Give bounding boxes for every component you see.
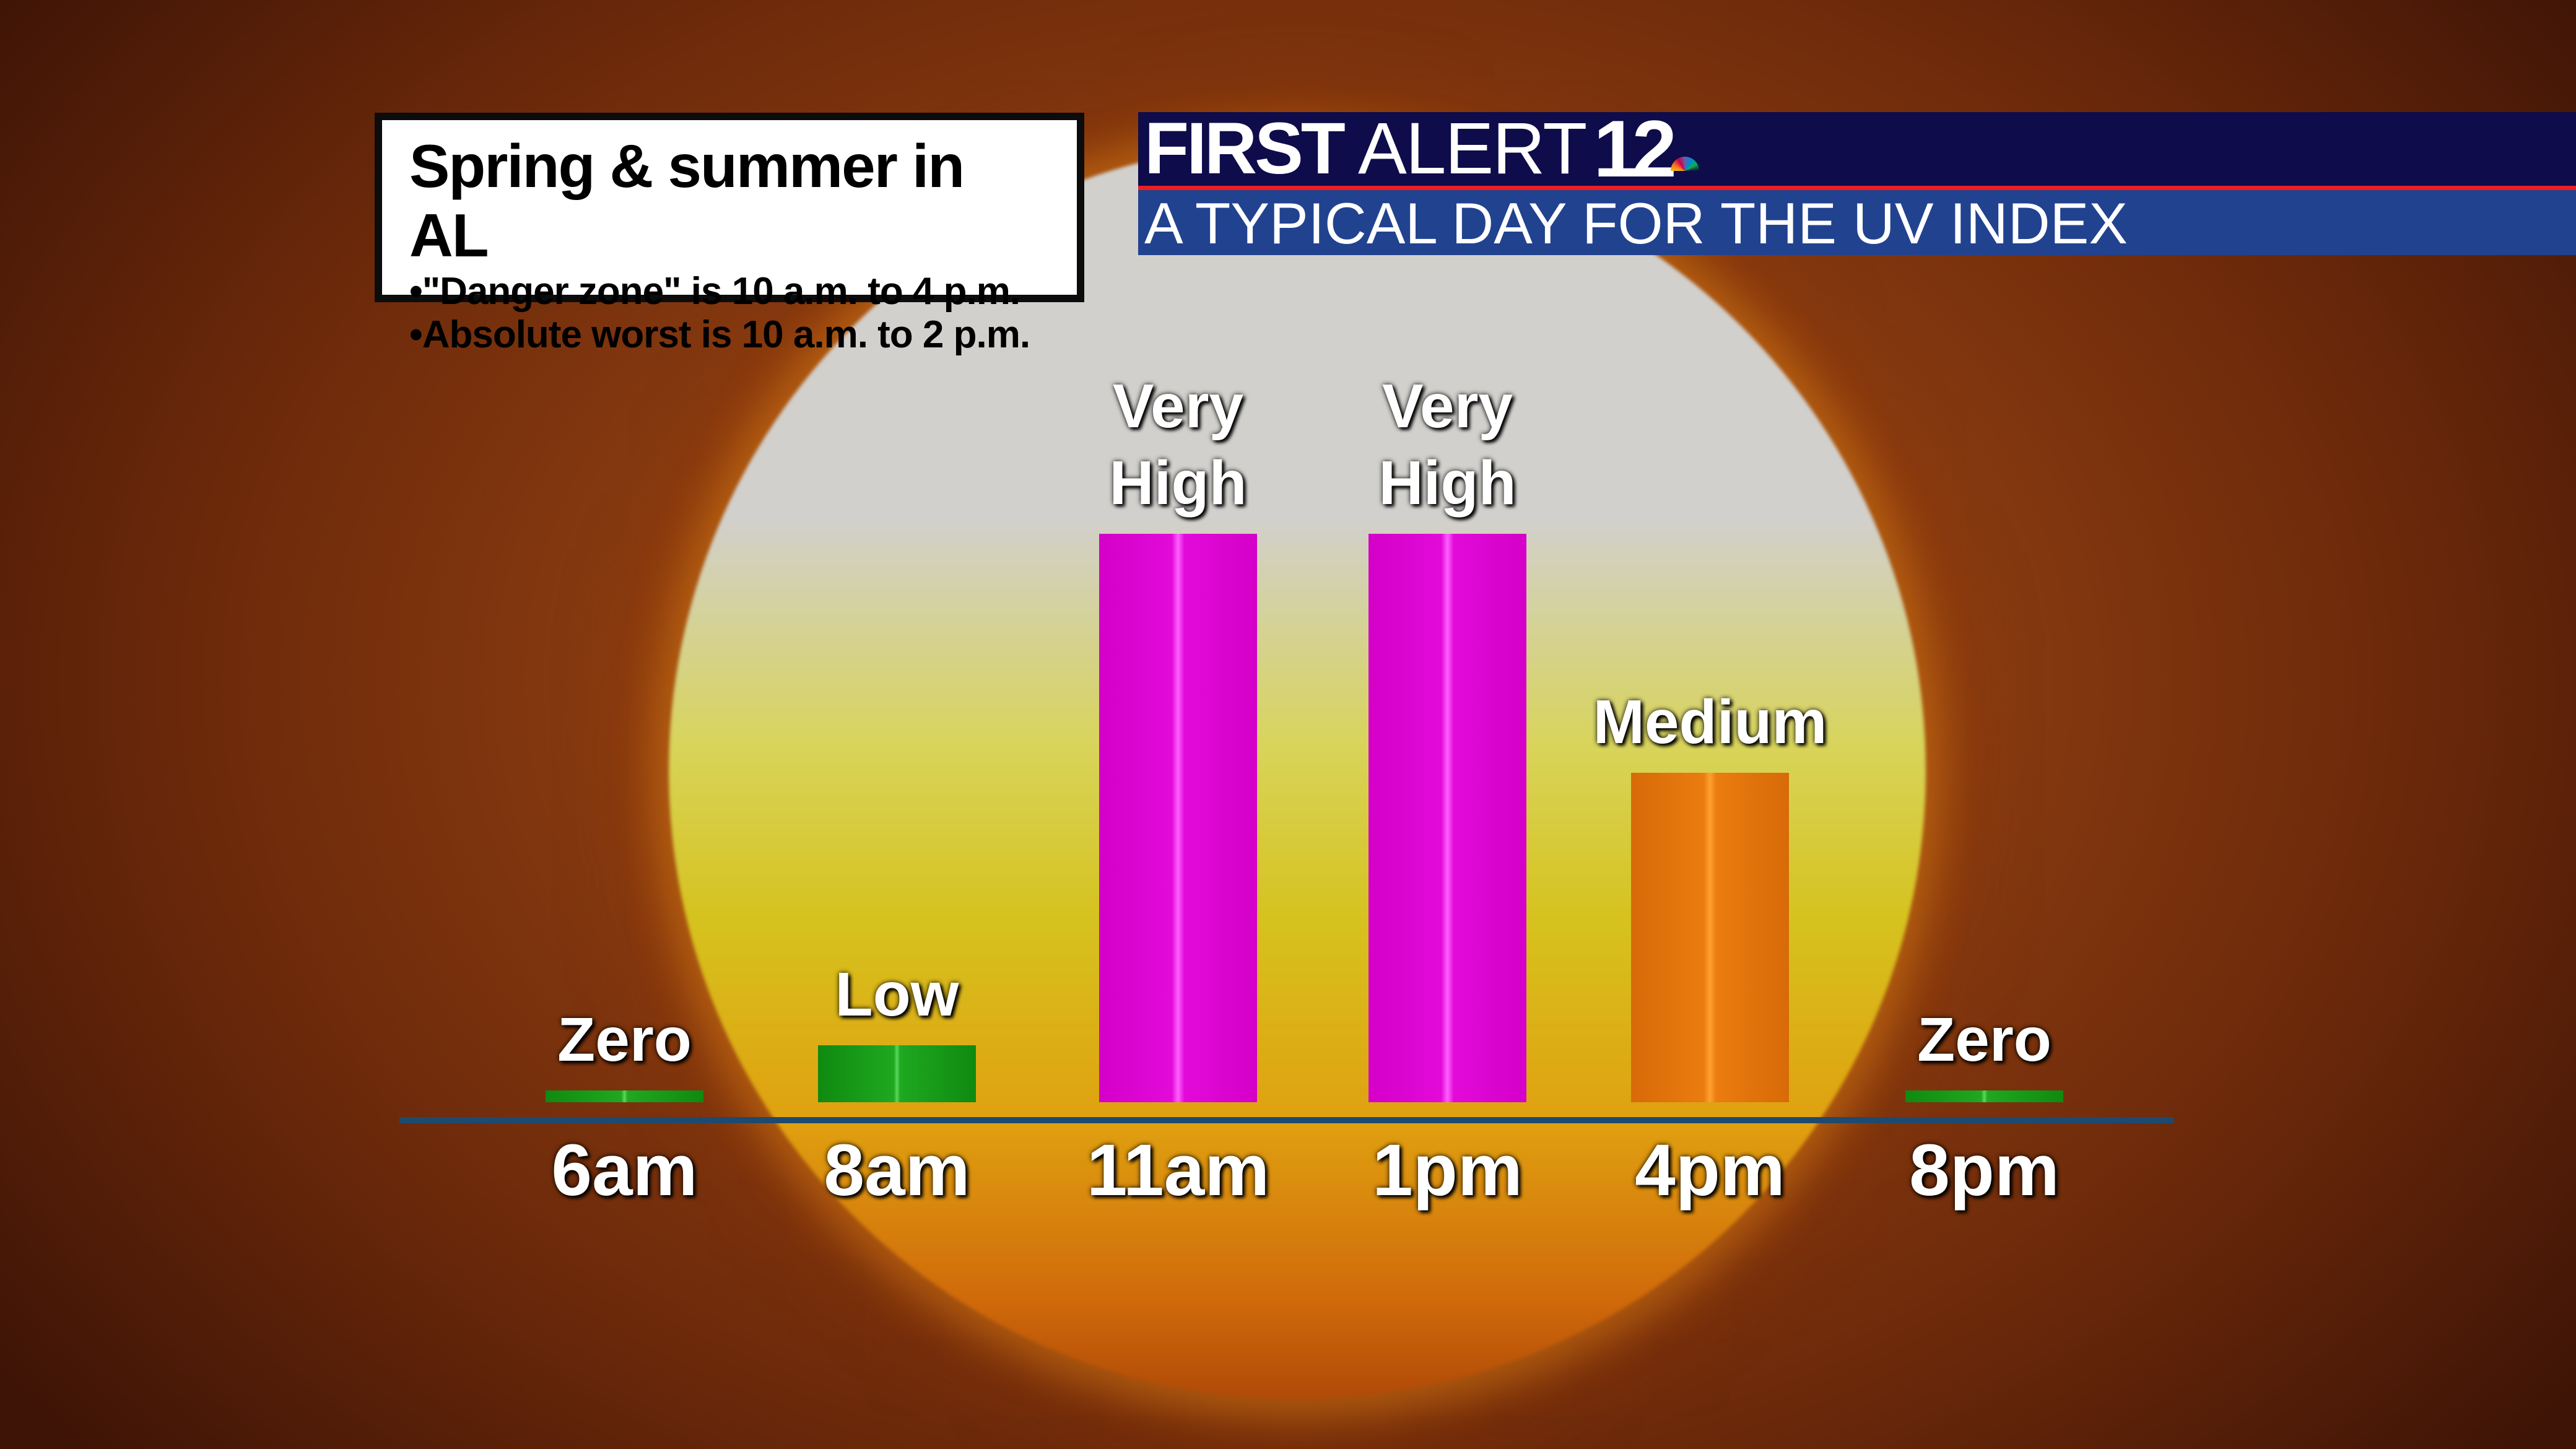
bar-1pm <box>1368 534 1526 1102</box>
bar-4pm <box>1631 772 1789 1102</box>
info-box: Spring & summer in AL •"Danger zone" is … <box>375 113 1084 356</box>
time-label: 1pm <box>1372 1129 1523 1211</box>
time-label: 8am <box>824 1129 970 1211</box>
info-bullet: •Absolute worst is 10 a.m. to 2 p.m. <box>409 313 1030 356</box>
bar-6am <box>546 1090 703 1102</box>
level-label-line: Medium <box>1593 687 1827 757</box>
level-label-line: Low <box>835 960 959 1030</box>
brand-logo: FIRST ALERT 12 <box>1138 103 2576 194</box>
header-banner: FIRST ALERT 12 A TYPICAL DAY FOR THE UV … <box>1138 103 2576 256</box>
header-rule <box>1138 186 2576 190</box>
time-label: 11am <box>1086 1129 1270 1211</box>
brand-number: 12 <box>1593 103 1677 194</box>
level-label-line: Very <box>1382 372 1513 441</box>
info-title: Spring & summer in AL <box>409 132 965 269</box>
level-label: Very High <box>1024 368 1333 521</box>
peacock-icon <box>1670 156 1699 185</box>
level-label-line: Zero <box>557 1005 692 1074</box>
level-label: Zero <box>470 1001 780 1078</box>
level-label: Very High <box>1293 368 1603 521</box>
header-subtitle: A TYPICAL DAY FOR THE UV INDEX <box>1138 190 2576 256</box>
bar-8am <box>818 1045 976 1102</box>
level-label: Low <box>742 956 1052 1033</box>
level-label-line: High <box>1378 448 1516 518</box>
level-label-line: High <box>1109 448 1247 518</box>
level-label: Zero <box>1830 1001 2139 1078</box>
level-label: Medium <box>1556 684 1865 760</box>
sun-background <box>669 142 1926 1399</box>
bar-8pm <box>1905 1090 2063 1102</box>
time-label: 8pm <box>1909 1129 2060 1211</box>
level-label-line: Very <box>1112 372 1244 441</box>
x-axis-line <box>399 1117 2174 1123</box>
time-label: 4pm <box>1635 1129 1785 1211</box>
info-bullet: •"Danger zone" is 10 a.m. to 4 p.m. <box>409 270 1020 313</box>
bar-11am <box>1099 534 1257 1102</box>
brand-bold: FIRST <box>1144 108 1346 189</box>
level-label-line: Zero <box>1917 1005 2052 1074</box>
brand-light: ALERT <box>1342 108 1587 189</box>
time-label: 6am <box>551 1129 698 1211</box>
